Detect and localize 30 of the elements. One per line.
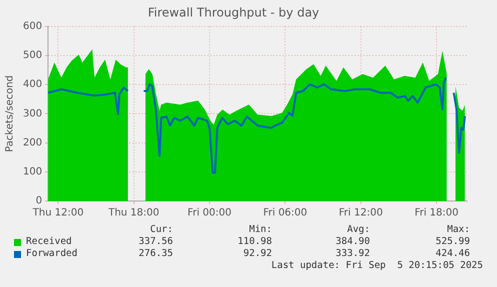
x-tick-label: Fri 18:00 xyxy=(414,208,458,219)
y-tick-label: 500 xyxy=(22,50,42,62)
text: Avg: xyxy=(347,224,370,235)
x-tick-label: Thu 18:00 xyxy=(107,208,160,219)
y-tick-label: 300 xyxy=(22,108,42,120)
legend-label: Forwarded xyxy=(26,248,78,259)
y-tick-label: 0 xyxy=(36,196,42,207)
legend-label: Received xyxy=(26,236,72,247)
text: 110.98 xyxy=(238,236,272,247)
text: Cur: xyxy=(150,224,173,235)
text: Min: xyxy=(249,224,272,235)
text: 525.99 xyxy=(436,236,470,247)
x-tick-label: Thu 12:00 xyxy=(32,208,84,219)
x-tick-label: Fri 06:00 xyxy=(263,208,308,219)
y-tick-label: 400 xyxy=(22,79,42,90)
text: 424.46 xyxy=(436,248,470,259)
text: 92.92 xyxy=(243,248,272,259)
text: Max: xyxy=(447,224,470,235)
y-axis-title: Packets/second xyxy=(4,75,16,152)
chart-title: Firewall Throughput - by day xyxy=(148,5,320,20)
x-tick-label: Fri 00:00 xyxy=(188,208,232,219)
text: 337.56 xyxy=(138,236,173,247)
y-tick-label: 600 xyxy=(22,20,42,32)
text: Last update: Fri Sep 5 20:15:05 2025 xyxy=(271,260,483,271)
x-tick-label: Fri 12:00 xyxy=(338,208,383,219)
y-tick-label: 100 xyxy=(22,166,42,178)
text: 276.35 xyxy=(138,248,173,259)
text: 384.90 xyxy=(336,236,370,247)
text: 333.92 xyxy=(336,248,370,259)
y-tick-label: 200 xyxy=(22,137,42,148)
